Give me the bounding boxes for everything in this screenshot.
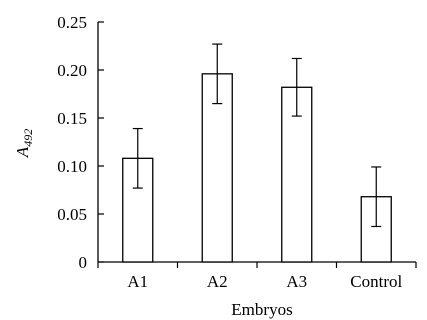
plot-area: 0 0.05 0.10 0.15 0.20 0.25 A1 A2 A3 Control <box>57 13 417 291</box>
x-tick-label: A2 <box>207 272 228 291</box>
y-axis-title-subscript: 492 <box>21 129 35 147</box>
bar <box>122 157 154 263</box>
x-tick-label: Control <box>350 272 402 291</box>
svg-text:A492: A492 <box>13 129 35 158</box>
x-axis-title: Embryos <box>231 300 292 319</box>
x-tick-label: A1 <box>127 272 148 291</box>
y-tick-label: 0.15 <box>57 109 87 128</box>
x-tick-label: A3 <box>286 272 307 291</box>
y-tick-label: 0.10 <box>57 157 87 176</box>
y-axis-title: A492 <box>13 129 35 158</box>
y-tick-label: 0.20 <box>57 61 87 80</box>
y-tick-label: 0.05 <box>57 205 87 224</box>
y-tick-label: 0.25 <box>57 13 87 32</box>
y-axis-title-main: A <box>13 146 32 158</box>
y-tick-label: 0 <box>79 253 88 272</box>
